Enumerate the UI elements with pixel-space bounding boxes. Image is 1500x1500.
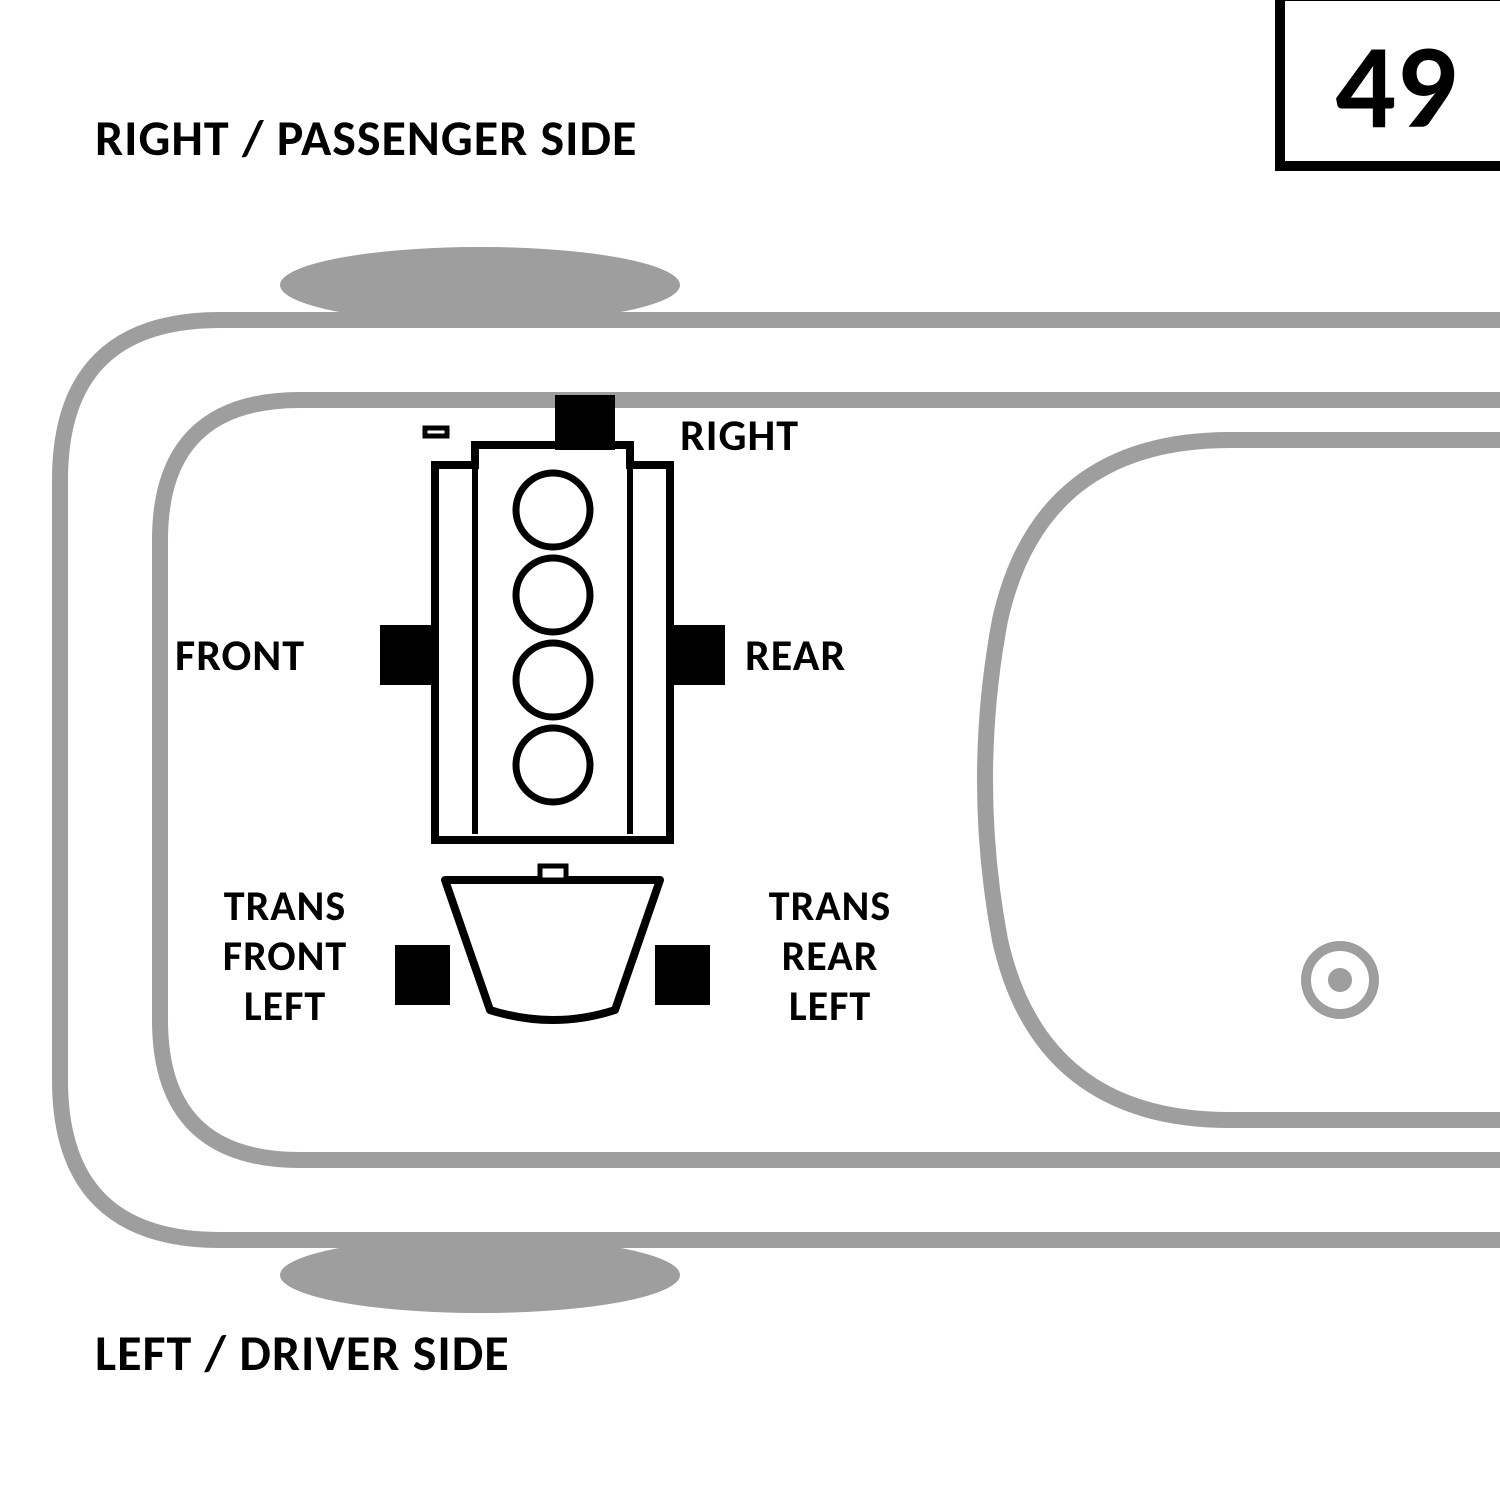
label-trans-rear-left-line-2: REAR bbox=[782, 931, 879, 982]
wheel-right bbox=[280, 247, 680, 323]
label-trans-rear-left-line-3: LEFT bbox=[789, 981, 871, 1032]
label-left-driver-side: LEFT / DRIVER SIDE bbox=[95, 1323, 510, 1384]
front-mount bbox=[380, 625, 435, 685]
label-right-passenger-side: RIGHT / PASSENGER SIDE bbox=[95, 108, 637, 169]
label-trans-front-left-line-3: LEFT bbox=[244, 981, 326, 1032]
wheel-left bbox=[280, 1237, 680, 1313]
fuel-cap-inner bbox=[1328, 968, 1352, 992]
trans-front-left-mount bbox=[395, 945, 450, 1005]
page-number-box: 49 bbox=[1280, 0, 1500, 166]
label-trans-front-left-line-2: FRONT bbox=[223, 931, 347, 982]
label-trans-rear-left-line-1: TRANS bbox=[769, 881, 891, 932]
canvas-bg bbox=[0, 0, 1500, 1500]
label-front: FRONT bbox=[175, 628, 305, 682]
right-mount bbox=[555, 395, 615, 450]
rear-mount bbox=[670, 625, 725, 685]
trans-rear-left-mount bbox=[655, 945, 710, 1005]
page-number: 49 bbox=[1335, 14, 1457, 160]
label-trans-front-left-line-1: TRANS bbox=[224, 881, 346, 932]
engine bbox=[425, 428, 674, 840]
label-right: RIGHT bbox=[680, 408, 799, 462]
label-rear: REAR bbox=[745, 628, 846, 682]
